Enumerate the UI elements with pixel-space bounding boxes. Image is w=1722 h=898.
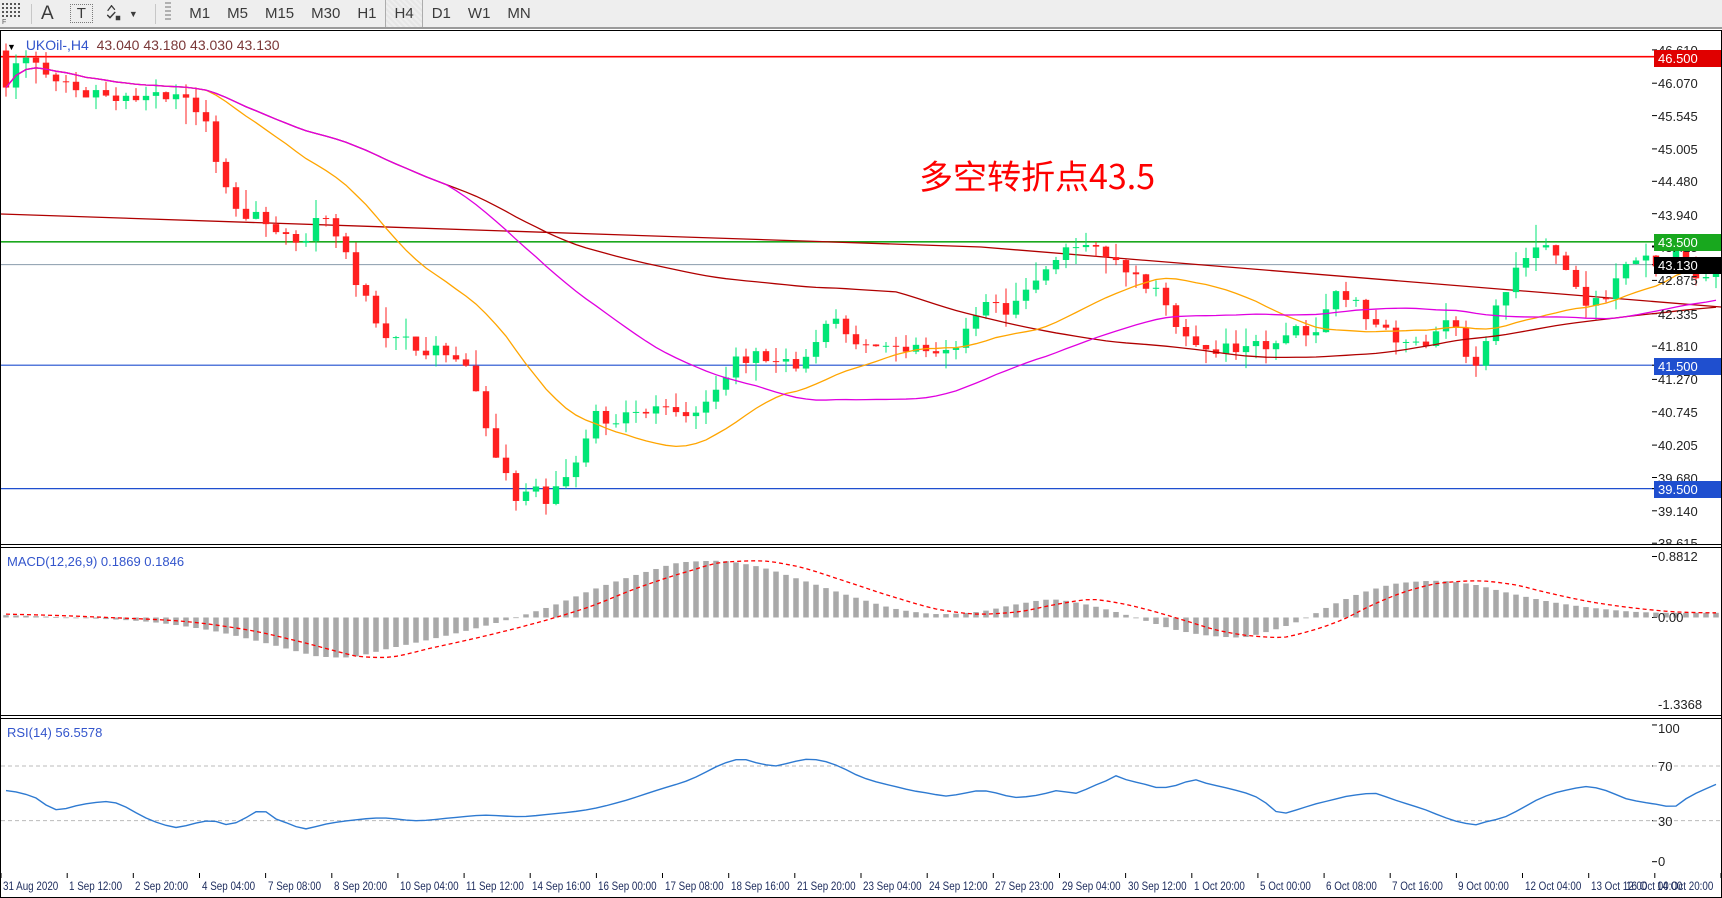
svg-text:F: F xyxy=(2,19,6,25)
svg-text:多空转折点43.5: 多空转折点43.5 xyxy=(919,150,1155,199)
